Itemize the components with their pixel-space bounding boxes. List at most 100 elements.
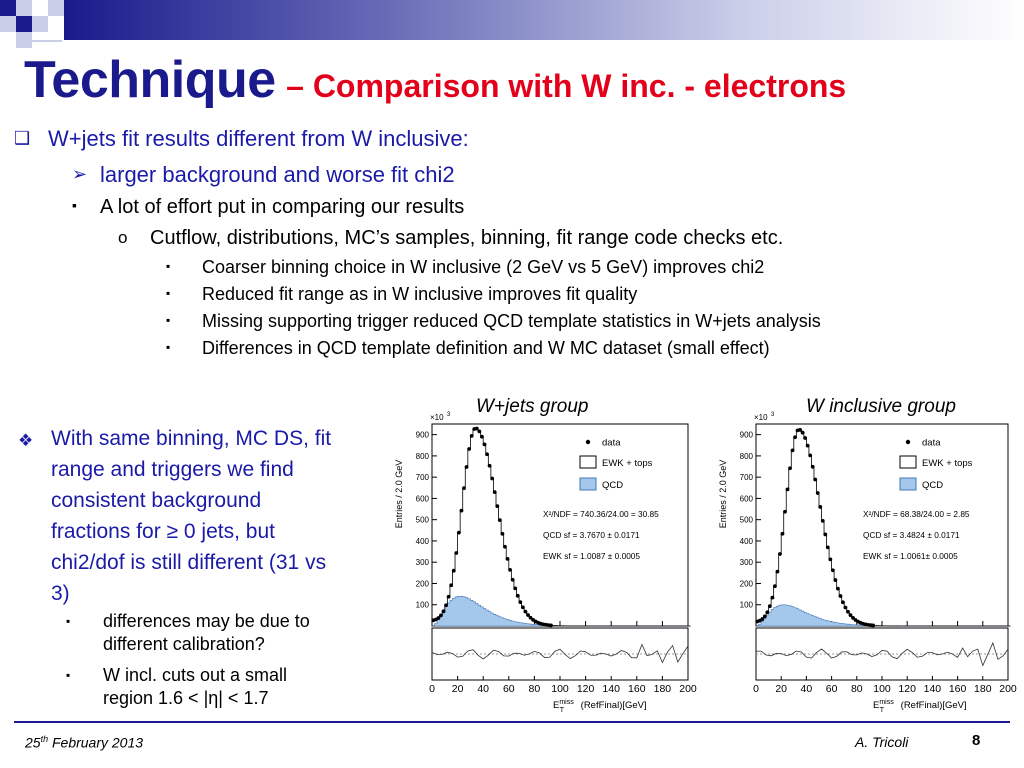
x-tick-label: 20 xyxy=(452,683,464,695)
data-point xyxy=(497,518,502,523)
data-point xyxy=(495,504,500,509)
data-point xyxy=(474,426,479,431)
data-point xyxy=(513,586,518,591)
bullet-text: Cutflow, distributions, MC’s samples, bi… xyxy=(150,227,784,249)
left-text-line: consistent background xyxy=(51,489,262,512)
bullet-text: W+jets fit results different from W incl… xyxy=(48,126,469,151)
data-point xyxy=(833,578,838,582)
data-point xyxy=(783,509,787,514)
data-point xyxy=(825,545,830,550)
x-tick-label: 160 xyxy=(949,683,967,695)
x-tick-label: 200 xyxy=(679,683,697,695)
y-axis-label: Entries / 2.0 GeV xyxy=(394,460,404,529)
data-point xyxy=(523,609,528,614)
bullet-marker: ➢ xyxy=(72,164,88,184)
y-tick-label: 800 xyxy=(740,452,754,461)
legend-data-label: data xyxy=(922,438,941,449)
bullet-text: Coarser binning choice in W inclusive (2… xyxy=(202,257,765,277)
data-point xyxy=(436,616,441,620)
data-point xyxy=(851,615,855,620)
x-tick-label: 60 xyxy=(826,683,838,695)
qcd-histogram xyxy=(432,595,691,627)
y-tick-label: 900 xyxy=(416,431,430,440)
x-axis-label: Emiss T (RefFinal)[GeV] xyxy=(553,699,647,714)
title-subtitle: – Comparison with W inc. - electrons xyxy=(286,68,847,104)
x-tick-label: 0 xyxy=(753,683,759,695)
data-point xyxy=(770,595,775,600)
data-point xyxy=(815,491,820,495)
ratio-line xyxy=(755,641,1009,667)
data-point xyxy=(505,556,510,561)
data-point xyxy=(456,530,461,535)
data-point xyxy=(508,567,512,572)
header-gradient-bar xyxy=(64,0,1024,40)
fit-annotation: X²/NDF = 68.38/24.00 = 2.85 xyxy=(863,509,970,519)
data-point xyxy=(477,429,482,434)
data-point xyxy=(778,552,782,556)
y-tick-label: 700 xyxy=(416,473,430,482)
bullet-marker: ▪ xyxy=(72,197,77,213)
data-point xyxy=(790,448,795,453)
data-point xyxy=(451,568,456,573)
footer-date: 25th February 2013 xyxy=(25,734,143,751)
bullet-marker: o xyxy=(118,228,128,247)
data-point xyxy=(813,477,818,482)
fit-annotation: QCD sf = 3.7670 ± 0.0171 xyxy=(543,530,640,540)
data-point xyxy=(526,613,530,617)
fit-annotation: EWK sf = 1.0061± 0.0005 xyxy=(863,551,958,561)
data-point xyxy=(841,600,845,605)
plot-title-wjets: W+jets group xyxy=(476,396,589,417)
data-point xyxy=(439,613,443,618)
data-point xyxy=(820,518,825,523)
x-tick-label: 100 xyxy=(873,683,891,695)
data-point xyxy=(492,490,497,495)
data-point xyxy=(503,544,507,549)
x-tick-label: 140 xyxy=(924,683,942,695)
left-text-line: 3) xyxy=(51,582,70,605)
footer-rule xyxy=(14,721,1010,723)
y-tick-label: 200 xyxy=(740,579,754,588)
data-point xyxy=(441,609,446,614)
data-point xyxy=(482,442,487,447)
legend-data-marker xyxy=(905,439,911,445)
y-tick-label: 200 xyxy=(416,579,430,588)
x-tick-label: 80 xyxy=(851,683,863,695)
data-point xyxy=(500,531,505,536)
data-point xyxy=(793,435,797,440)
data-point xyxy=(490,476,495,481)
x-tick-label: 180 xyxy=(654,683,672,695)
y-tick-label: 500 xyxy=(416,516,430,525)
data-point xyxy=(487,463,492,468)
footer-date-rest: February 2013 xyxy=(51,734,144,751)
left-subbullet-line: region 1.6 < |η| < 1.7 xyxy=(103,688,269,708)
legend-ewk-label: EWK + tops xyxy=(602,458,653,469)
data-point xyxy=(515,593,520,598)
data-point xyxy=(803,436,808,440)
bullet-marker: ▪ xyxy=(166,259,171,273)
data-point xyxy=(485,452,489,457)
data-point xyxy=(788,466,792,471)
plot-title-winclusive: W inclusive group xyxy=(806,396,956,417)
data-point xyxy=(469,433,474,438)
data-point xyxy=(510,577,515,582)
bullet-text: A lot of effort put in comparing our res… xyxy=(100,196,465,218)
data-point xyxy=(780,531,785,536)
data-point xyxy=(800,430,805,435)
x-tick-label: 100 xyxy=(551,683,569,695)
data-point xyxy=(549,623,553,628)
y-tick-label: 800 xyxy=(416,452,430,461)
bullet-marker: ▪ xyxy=(166,313,171,327)
x-tick-label: 60 xyxy=(503,683,515,695)
title-main: Technique xyxy=(24,51,276,109)
footer-date-sup: th xyxy=(40,734,49,744)
data-point xyxy=(767,604,772,609)
left-text-line: chi2/dof is still different (31 vs xyxy=(51,551,327,574)
data-point xyxy=(760,617,765,621)
data-point xyxy=(810,464,815,469)
data-point xyxy=(518,600,523,604)
left-subbullet-line: W incl. cuts out a small xyxy=(103,665,288,685)
x-tick-label: 200 xyxy=(999,683,1017,695)
left-subbullet-line: different calibration? xyxy=(103,634,265,654)
data-point xyxy=(843,605,848,610)
